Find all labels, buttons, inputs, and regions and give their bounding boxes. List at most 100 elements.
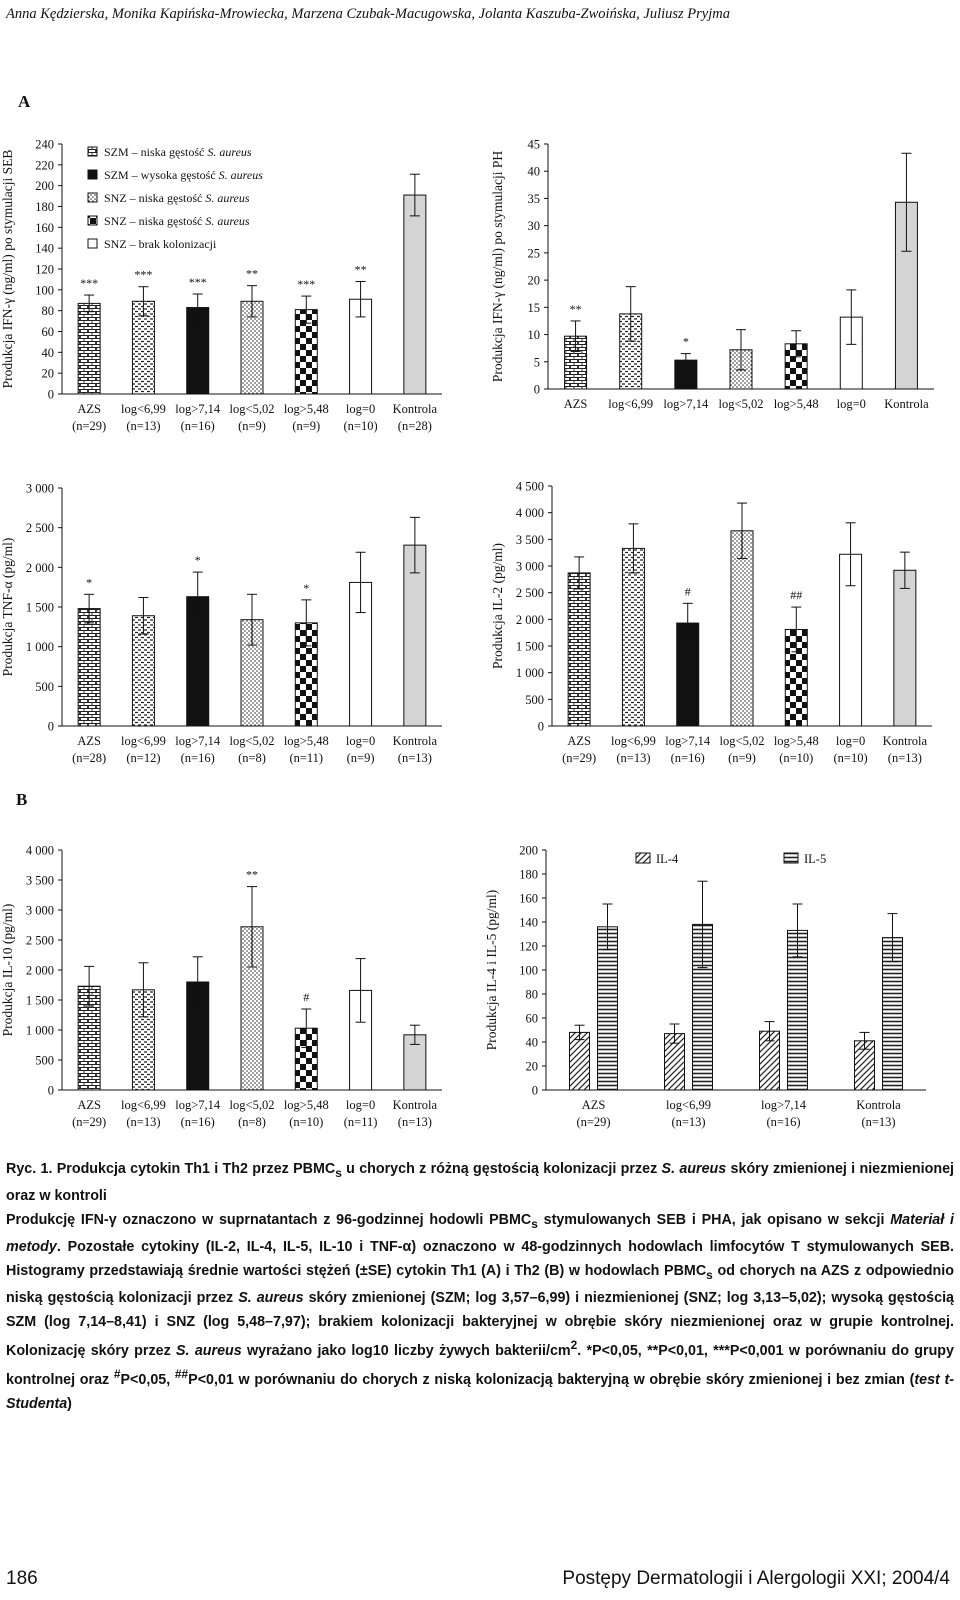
x-tick-label: log<6,99 [121, 734, 166, 748]
x-tick-label: AZS [564, 397, 588, 411]
x-tick-label: log<5,02 [230, 1098, 275, 1112]
y-tick-label: 140 [519, 916, 538, 930]
x-tick-label: AZS [77, 402, 101, 416]
x-n-label: (n=9) [728, 751, 756, 765]
x-n-label: (n=13) [126, 1115, 160, 1129]
x-n-label: (n=11) [344, 1115, 378, 1129]
y-tick-label: 1 000 [516, 666, 544, 680]
x-tick-label: log>7,14 [175, 402, 221, 416]
x-tick-label: log=0 [346, 734, 375, 748]
x-n-label: (n=16) [766, 1115, 800, 1129]
y-tick-label: 160 [35, 221, 54, 235]
x-n-label: (n=10) [834, 751, 868, 765]
y-tick-label: 120 [35, 263, 54, 277]
x-tick-label: log<6,99 [611, 734, 656, 748]
legend-label: SNZ – niska gęstość S. aureus [104, 191, 250, 205]
significance-mark: ** [570, 302, 582, 316]
y-tick-label: 0 [48, 720, 54, 734]
bar [569, 1031, 590, 1091]
y-tick-label: 40 [42, 346, 55, 360]
significance-mark: ** [246, 267, 258, 281]
y-tick-label: 80 [42, 304, 55, 318]
x-n-label: (n=16) [671, 751, 705, 765]
chart-tnf-svg: 0 500 1 000 1 500 2 000 2 500 3 000 Produkcja T… [0, 482, 442, 765]
chart-il4-il5: 0 20 40 60 80 100 120 140 160 180 200 Produkcja IL-… [484, 836, 960, 1146]
chart-il2-svg: 0 500 1 000 1 500 2 000 2 500 3 000 3 500 4 000 4… [490, 480, 932, 765]
legend-label: IL-4 [656, 852, 679, 866]
y-tick-label: 3 000 [26, 482, 54, 496]
x-tick-label: log>5,48 [284, 734, 329, 748]
y-tick-label: 100 [35, 283, 54, 297]
y-axis-label: Produkcja TNF-α (pg/ml) [0, 538, 15, 677]
x-tick-label: log=0 [837, 397, 866, 411]
bar [893, 569, 917, 727]
section-label-a: A [18, 92, 31, 111]
x-n-label: (n=9) [238, 419, 266, 433]
x-tick-label: Kontrola [393, 1098, 438, 1112]
y-tick-label: 1 500 [516, 640, 544, 654]
x-tick-label: log<5,02 [230, 734, 275, 748]
y-tick-label: 60 [42, 325, 55, 339]
y-tick-label: 1 000 [26, 640, 54, 654]
x-tick-label: log>5,48 [284, 1098, 329, 1112]
y-tick-label: 2 500 [516, 586, 544, 600]
caption-title: Ryc. 1. Produkcja cytokin Th1 i Th2 prze… [6, 1161, 954, 1205]
y-tick-label: 5 [534, 355, 540, 369]
y-tick-label: 1 000 [26, 1024, 54, 1038]
y-axis-label: Produkcja IFN-γ (ng/ml) po stymulacji SE… [0, 150, 15, 389]
y-tick-label: 45 [528, 138, 541, 152]
significance-mark: # [303, 990, 309, 1004]
significance-mark: ** [355, 263, 367, 277]
x-tick-label: log>5,48 [774, 734, 819, 748]
x-n-label: (n=10) [289, 1115, 323, 1129]
y-tick-label: 25 [528, 246, 541, 260]
x-tick-label: log=0 [836, 734, 865, 748]
legend-swatch [87, 146, 98, 157]
x-n-label: (n=13) [398, 1115, 432, 1129]
x-tick-label: log<6,99 [608, 397, 653, 411]
x-n-label: (n=29) [72, 1115, 106, 1129]
chart-ifn-ph-svg: 0 5 10 15 20 25 30 35 40 45 Produkcja IFN-γ (ng/ml… [490, 138, 934, 411]
significance-mark: *** [297, 277, 315, 291]
chart-ifn-seb: 0 20 40 60 80 100 120 140 160 180 200 220 240 Produkc… [0, 128, 470, 438]
y-tick-label: 2 000 [26, 561, 54, 575]
y-tick-label: 0 [538, 720, 544, 734]
bar [597, 926, 618, 1091]
significance-mark: * [86, 575, 92, 589]
x-tick-label: AZS [567, 734, 591, 748]
y-tick-label: 2 500 [26, 934, 54, 948]
y-tick-label: 0 [532, 1084, 538, 1098]
y-tick-label: 0 [534, 383, 540, 397]
x-n-label: (n=16) [181, 751, 215, 765]
y-tick-label: 500 [35, 1054, 54, 1068]
y-tick-label: 4 000 [26, 844, 54, 858]
y-axis-label: Produkcja IL-4 i IL-5 (pg/ml) [484, 890, 499, 1050]
chart-il4-il5-svg: 0 20 40 60 80 100 120 140 160 180 200 Produkcja IL-… [484, 844, 926, 1129]
significance-mark: # [685, 584, 691, 598]
x-tick-label: log=0 [346, 402, 375, 416]
significance-mark: *** [80, 276, 98, 290]
x-tick-label: Kontrola [884, 397, 929, 411]
y-tick-label: 3 500 [26, 874, 54, 888]
chart-il2: 0 500 1 000 1 500 2 000 2 500 3 000 3 500 4 000 4… [490, 474, 960, 784]
x-n-label: (n=13) [398, 751, 432, 765]
x-n-label: (n=16) [181, 419, 215, 433]
x-n-label: (n=29) [562, 751, 596, 765]
legend-swatch [87, 192, 98, 203]
x-tick-label: log<5,02 [230, 402, 275, 416]
x-tick-label: log<5,02 [719, 397, 764, 411]
y-tick-label: 2 500 [26, 521, 54, 535]
x-n-label: (n=10) [779, 751, 813, 765]
y-tick-label: 1 500 [26, 601, 54, 615]
y-tick-label: 2 000 [26, 964, 54, 978]
journal-footer: Postępy Dermatologii i Alergologii XXI; … [562, 1568, 950, 1589]
y-tick-label: 220 [35, 158, 54, 172]
y-tick-label: 15 [528, 301, 541, 315]
y-tick-label: 180 [519, 868, 538, 882]
running-header: Anna Kędzierska, Monika Kapińska-Mrowiec… [6, 6, 730, 22]
legend-label: SZM – niska gęstość S. aureus [104, 145, 252, 159]
section-label-b: B [16, 790, 28, 809]
y-tick-label: 4 000 [516, 506, 544, 520]
x-tick-label: Kontrola [393, 734, 438, 748]
x-n-label: (n=10) [344, 419, 378, 433]
